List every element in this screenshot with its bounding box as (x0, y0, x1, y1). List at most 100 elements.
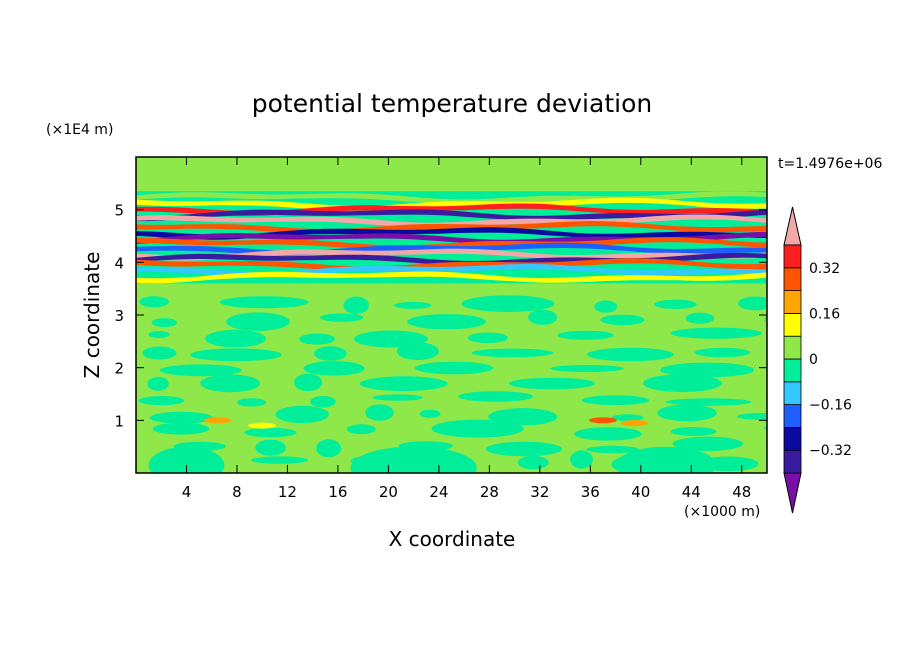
field-patch (365, 404, 394, 421)
field-patch (299, 333, 335, 345)
field-patch (346, 424, 376, 435)
colorbar-swatch (783, 449, 802, 474)
field-patch (310, 396, 336, 408)
field-patch (354, 330, 428, 348)
field-lobe (350, 446, 477, 473)
field-patch (419, 409, 441, 418)
plot-area (136, 157, 767, 473)
field-patch (458, 391, 533, 402)
y-axis: 1 2 3 4 5 (114, 202, 767, 430)
colorbar-swatch (783, 312, 802, 337)
x-tick-label: 20 (379, 483, 398, 501)
field-patch (570, 450, 593, 469)
contour-band (136, 209, 767, 222)
field-patch (151, 318, 177, 328)
field-patch (550, 365, 624, 372)
x-tick-label: 4 (182, 483, 192, 501)
field-patch (600, 314, 645, 326)
colorbar-swatch (783, 290, 802, 314)
field-patch (508, 377, 595, 390)
field-patch (643, 374, 722, 393)
field-patch (415, 361, 494, 375)
hotspot (620, 420, 649, 426)
field-patch (316, 439, 342, 458)
y-axis-title: Z coordinate (80, 252, 104, 379)
field-patch (763, 426, 767, 430)
band-layer (136, 191, 767, 284)
field-patch (431, 419, 524, 438)
field-patch (160, 364, 242, 377)
contour-band (136, 214, 767, 228)
field-patch (205, 329, 266, 348)
field-patch (670, 427, 717, 436)
field-patch (396, 342, 439, 361)
field-patch (586, 445, 640, 454)
colorbar-swatch (783, 404, 802, 428)
contour-band (136, 197, 767, 211)
field-patch (670, 327, 762, 339)
field-patch (138, 396, 185, 406)
field-patch (407, 314, 486, 330)
field-patch (574, 427, 642, 441)
x-tick-label: 8 (232, 483, 242, 501)
field-patch (343, 296, 369, 315)
colorbar-swatch (783, 426, 802, 451)
field-patch (226, 312, 290, 332)
field-patch (303, 361, 365, 376)
field-patch (152, 422, 209, 435)
field-patch (517, 455, 549, 470)
field-patch (485, 441, 563, 457)
colorbar-label: 0.32 (809, 261, 840, 277)
colorbar-label: −0.32 (809, 443, 852, 459)
field-patch (557, 330, 614, 340)
y-unit-label: (×1E4 m) (46, 122, 113, 138)
field-patch (236, 398, 267, 407)
hotspot (588, 417, 617, 424)
field-patch (394, 301, 432, 309)
field-patch (219, 296, 309, 309)
field-patch (275, 405, 329, 424)
x-tick-label: 44 (682, 483, 701, 501)
field-patch (372, 394, 423, 401)
field-patch (255, 439, 286, 456)
colorbar-swatch (783, 358, 802, 383)
y-tick-label: 3 (114, 307, 124, 325)
field-patch (736, 413, 767, 420)
y-tick-label: 5 (114, 202, 124, 220)
y-tick-label: 4 (114, 254, 124, 272)
field-patch (190, 348, 282, 362)
field-patch (685, 312, 715, 324)
x-tick-label: 36 (581, 483, 600, 501)
contour-band (136, 227, 767, 240)
field-patch (471, 348, 554, 358)
field-patch (314, 346, 347, 361)
field-lobe (148, 446, 225, 473)
field-patch (149, 411, 213, 424)
x-tick-label: 24 (429, 483, 448, 501)
colorbar-swatch (783, 335, 802, 360)
field-patch (738, 296, 767, 311)
field-patch (611, 414, 644, 422)
colorbar-swatch (783, 244, 802, 269)
x-tick-label: 48 (732, 483, 751, 501)
field-patch (148, 331, 170, 338)
x-axis: 4 8 12 16 20 24 28 32 36 40 44 48 (182, 157, 751, 501)
field-patch (694, 347, 751, 358)
chart-title: potential temperature deviation (252, 89, 652, 118)
contour-band (136, 258, 767, 271)
contour-band (136, 271, 767, 284)
field-patch (660, 362, 755, 378)
x-tick-label: 12 (278, 483, 297, 501)
field-patch (587, 347, 674, 362)
field-patch (294, 373, 323, 392)
field-patch (142, 346, 177, 360)
colorbar-label: −0.16 (809, 398, 852, 414)
x-axis-title: X coordinate (389, 527, 516, 551)
field-lobe (615, 446, 717, 473)
hotspot (204, 417, 232, 424)
colorbar-bottom-arrow (783, 472, 802, 514)
y-tick-label: 1 (114, 412, 124, 430)
y-tick-label: 2 (114, 360, 124, 378)
contour-band (136, 248, 767, 261)
hotspot-layer (204, 417, 649, 429)
